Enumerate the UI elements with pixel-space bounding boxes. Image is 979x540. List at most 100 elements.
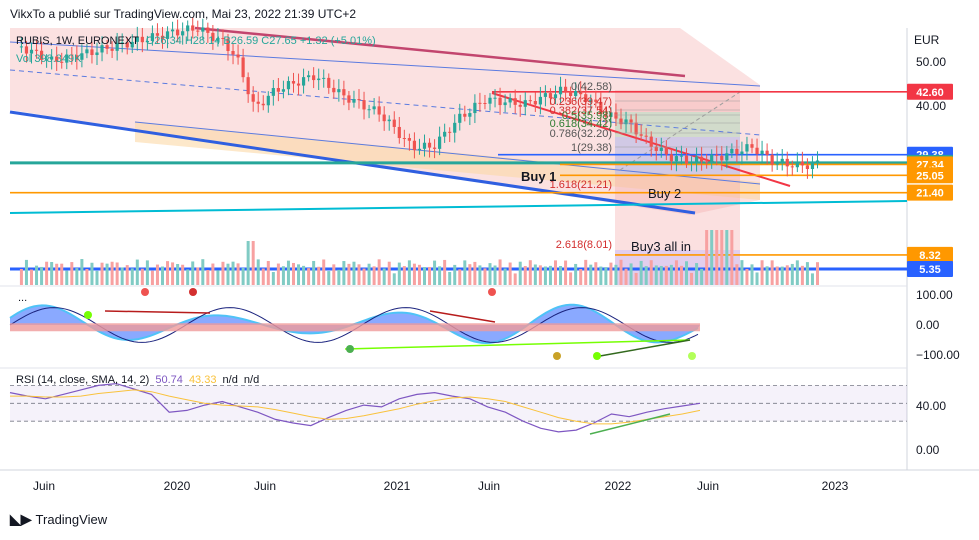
volume-bar xyxy=(80,259,84,285)
candle-body xyxy=(710,154,714,163)
volume-value: Vol 398.349K xyxy=(16,53,82,65)
divergence-line xyxy=(599,339,691,357)
volume-bar xyxy=(740,260,744,285)
candle-body xyxy=(770,154,774,165)
volume-bar xyxy=(523,266,527,285)
candle-body xyxy=(427,142,432,148)
volume-bar xyxy=(382,268,386,285)
volume-bar xyxy=(790,263,794,285)
candle-body xyxy=(176,29,180,36)
volume-bar xyxy=(45,261,49,285)
candle-body xyxy=(483,102,487,104)
volume-bar xyxy=(150,270,154,285)
candle-body xyxy=(160,35,165,39)
volume-bar xyxy=(176,264,180,285)
symbol-legend[interactable]: RUBIS, 1W, EURONEXT O26.34 H28.14 B26.59… xyxy=(16,35,376,47)
candle-body xyxy=(750,144,754,148)
volume-bar xyxy=(538,265,542,285)
volume-bar xyxy=(251,241,255,285)
candle-body xyxy=(589,99,593,103)
candle-body xyxy=(503,102,507,106)
volume-bar xyxy=(402,266,406,285)
volume-bar xyxy=(40,266,44,285)
candle-body xyxy=(65,54,69,63)
candle-body xyxy=(584,94,588,103)
candle-body xyxy=(574,91,578,97)
volume-bar xyxy=(589,264,593,285)
volume-bar xyxy=(463,260,467,285)
volume-bar xyxy=(75,268,79,285)
candle-body xyxy=(795,161,799,168)
volume-bar xyxy=(372,266,376,285)
oscillator-axis-tick: 0.00 xyxy=(916,318,940,332)
symbol-label[interactable]: RUBIS, 1W, EURONEXT xyxy=(16,35,139,47)
candle-body xyxy=(382,114,386,122)
volume-bar xyxy=(387,261,391,285)
candle-body xyxy=(322,77,326,79)
volume-bar xyxy=(785,265,789,285)
candle-body xyxy=(145,40,149,43)
candle-body xyxy=(85,49,89,54)
level-badge-label: 8.32 xyxy=(919,250,940,262)
candle-body xyxy=(55,56,59,62)
candle-body xyxy=(458,113,462,123)
volume-bar xyxy=(649,260,653,285)
volume-bar xyxy=(297,264,301,285)
candle-body xyxy=(619,118,623,125)
volume-bar xyxy=(428,266,432,285)
candle-body xyxy=(120,42,124,44)
volume-bar xyxy=(231,261,235,285)
price-axis-tick: 40.00 xyxy=(916,99,946,113)
candle-body xyxy=(679,155,684,157)
candle-body xyxy=(422,142,427,149)
volume-bar xyxy=(468,264,472,285)
rsi-pane xyxy=(9,382,907,435)
volume-bar xyxy=(140,268,144,285)
volume-bar xyxy=(327,271,331,285)
candle-body xyxy=(19,46,24,48)
candle-body xyxy=(775,161,779,165)
candle-body xyxy=(438,136,442,149)
signal-dot xyxy=(346,345,354,353)
fib-label: 1.618(21.21) xyxy=(550,179,612,191)
volume-bar xyxy=(448,271,452,285)
rsi-label[interactable]: RSI (14, close, SMA, 14, 2) xyxy=(16,374,150,386)
candle-body xyxy=(155,33,160,36)
volume-bar xyxy=(594,262,598,285)
candle-body xyxy=(271,88,275,96)
volume-bar xyxy=(503,268,507,285)
candle-body xyxy=(261,103,265,106)
volume-bar xyxy=(65,270,69,285)
volume-bar xyxy=(236,263,240,285)
candle-body xyxy=(780,158,784,162)
divergence-line xyxy=(429,310,496,323)
oscillator-legend[interactable]: ... xyxy=(18,292,28,304)
volume-legend[interactable]: Vol 398.349K xyxy=(16,53,81,65)
oscillator-zero-band xyxy=(10,323,700,332)
candle-body xyxy=(715,154,719,156)
volume-bar xyxy=(478,265,482,285)
rsi-legend[interactable]: RSI (14, close, SMA, 14, 2) 50.74 43.33 … xyxy=(16,374,259,386)
time-axis-tick: Juin xyxy=(33,479,55,493)
volume-bar xyxy=(110,261,114,285)
volume-bar xyxy=(362,268,366,285)
candle-body xyxy=(689,161,694,164)
annotation-label: Buy 2 xyxy=(648,186,681,201)
candle-body xyxy=(372,106,376,110)
candle-body xyxy=(538,96,542,105)
tradingview-brand[interactable]: ◣▶ TradingView xyxy=(10,511,107,528)
volume-bar xyxy=(19,269,23,285)
fib-label: 1(29.38) xyxy=(571,142,612,154)
candle-body xyxy=(674,156,679,162)
candle-body xyxy=(815,160,820,162)
candle-body xyxy=(629,119,633,123)
volume-bar xyxy=(488,263,492,285)
volume-bar xyxy=(644,266,648,285)
candle-body xyxy=(810,161,815,170)
candle-body xyxy=(705,161,709,163)
candle-body xyxy=(286,81,291,90)
volume-bar xyxy=(115,262,119,285)
volume-bar xyxy=(730,230,734,285)
candle-body xyxy=(402,138,406,140)
